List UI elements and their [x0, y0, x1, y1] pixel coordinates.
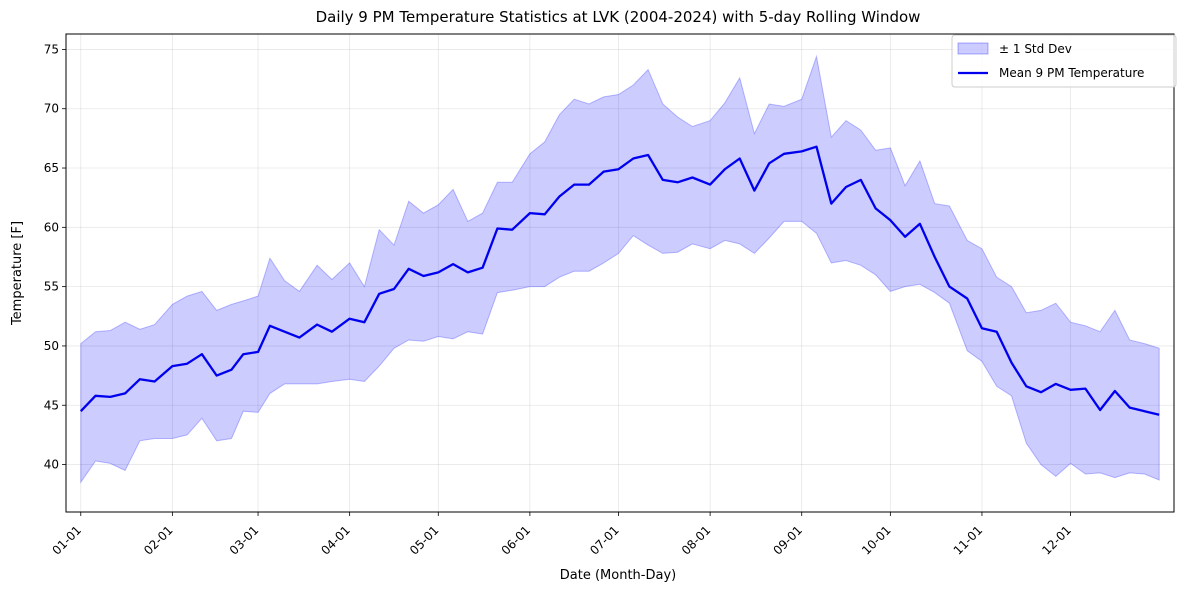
legend-swatch-std-dev: [957, 42, 989, 55]
chart-title: Daily 9 PM Temperature Statistics at LVK…: [316, 8, 921, 26]
y-tick-label: 55: [44, 280, 59, 294]
axes-frame: [65, 33, 1175, 513]
y-tick-label: 60: [44, 220, 59, 234]
y-tick-label: 65: [44, 161, 59, 175]
y-tick-label: 75: [44, 42, 59, 56]
y-tick-label: 45: [44, 398, 59, 412]
y-tick-label: 40: [44, 458, 59, 472]
legend-label-mean: Mean 9 PM Temperature: [999, 66, 1144, 80]
y-tick-label: 70: [44, 102, 59, 116]
legend-label-std-dev: ± 1 Std Dev: [999, 42, 1072, 56]
y-axis-label: Temperature [F]: [10, 221, 25, 326]
legend: ± 1 Std Dev Mean 9 PM Temperature: [951, 34, 1177, 88]
y-tick-label: 50: [44, 339, 59, 353]
std-dev-band: [80, 54, 1160, 484]
x-axis-label: Date (Month-Day): [560, 568, 676, 583]
y-axis: 40 45 50 55 60 65 70 75: [44, 42, 66, 472]
legend-box: [951, 34, 1177, 88]
mean-temperature-line: [79, 145, 1160, 416]
axes-background: [66, 34, 1174, 512]
